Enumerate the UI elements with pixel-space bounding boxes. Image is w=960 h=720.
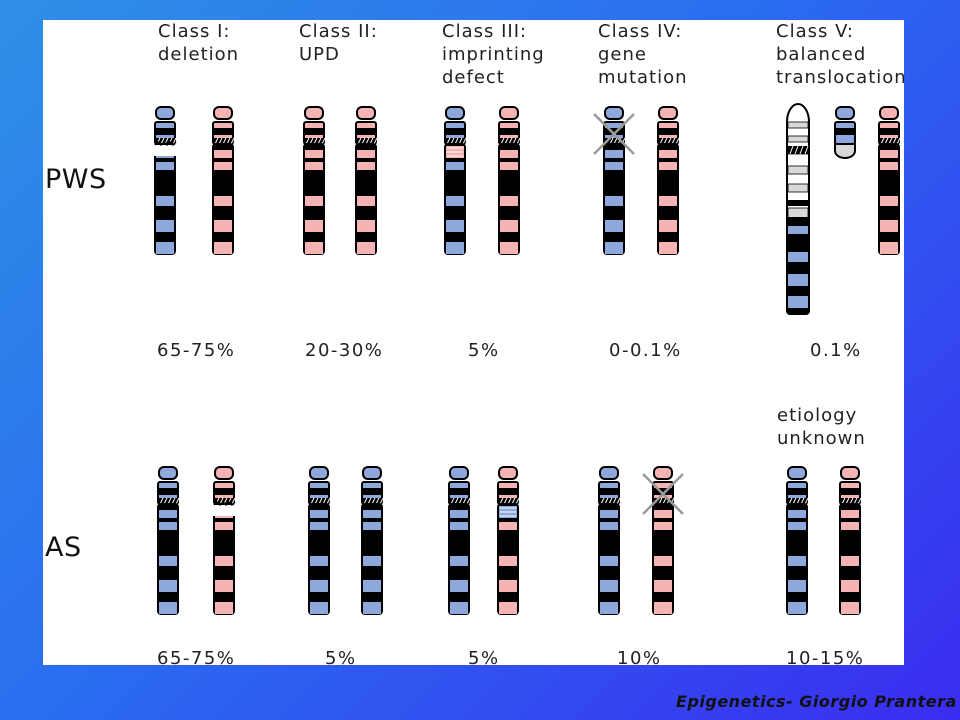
as-class-4-maternal-chromosome xyxy=(642,466,684,615)
class-3-header: Class III: imprinting defect xyxy=(442,21,545,88)
pws-percent-class-1: 65-75% xyxy=(157,340,236,361)
as-class-1-maternal-chromosome xyxy=(212,466,236,615)
as-class-2-paternal-chromosome-b xyxy=(361,466,384,615)
row-label-pws: PWS xyxy=(45,164,107,195)
as-class-4-paternal-chromosome xyxy=(598,466,621,615)
as-percent-class-1: 65-75% xyxy=(157,648,236,669)
as-class-3-maternal-chromosome xyxy=(497,466,520,615)
class-2-header: Class II: UPD xyxy=(299,21,378,65)
as-class-3-paternal-chromosome xyxy=(448,466,471,615)
as-percent-class-2: 5% xyxy=(325,648,357,669)
as-class-2-paternal-chromosome-a xyxy=(308,466,331,615)
chromosome-diagram xyxy=(153,103,901,615)
pws-class-1-paternal-chromosome xyxy=(153,106,177,255)
pws-class-2-maternal-chromosome-a xyxy=(303,106,326,255)
as-percent-class-3: 5% xyxy=(468,648,500,669)
pws-class-5-derivative-chromosome xyxy=(834,106,856,159)
as-class-5-maternal-chromosome xyxy=(839,466,862,615)
pws-percent-class-4: 0-0.1% xyxy=(609,340,682,361)
pws-class-3-maternal-chromosome xyxy=(498,106,521,255)
hatched-band xyxy=(158,497,180,505)
pws-class-4-paternal-chromosome xyxy=(593,106,635,255)
pws-percent-class-3: 5% xyxy=(468,340,500,361)
pws-class-5-translocation-chromosome xyxy=(786,103,810,315)
as-class-5-note: etiology unknown xyxy=(777,405,866,449)
as-percent-class-5: 10-15% xyxy=(786,648,865,669)
pws-class-5-maternal-chromosome xyxy=(878,106,901,255)
content-panel: Class I: deletion Class II: UPD Class III:… xyxy=(43,20,907,669)
pws-percent-class-2: 20-30% xyxy=(305,340,384,361)
pws-class-2-maternal-chromosome-b xyxy=(355,106,378,255)
class-5-header: Class V: balanced translocation xyxy=(776,21,907,88)
as-percent-class-4: 10% xyxy=(617,648,662,669)
as-class-1-paternal-chromosome xyxy=(157,466,180,615)
as-class-5-paternal-chromosome xyxy=(786,466,809,615)
class-4-header: Class IV: gene mutation xyxy=(598,21,688,88)
row-label-as: AS xyxy=(45,532,82,563)
pws-class-3-paternal-chromosome xyxy=(444,106,467,255)
hatched-band xyxy=(599,497,621,505)
pws-percent-class-5: 0.1% xyxy=(810,340,862,361)
pws-class-1-maternal-chromosome xyxy=(212,106,235,255)
class-1-header: Class I: deletion xyxy=(158,21,240,65)
pws-class-4-maternal-chromosome xyxy=(657,106,680,255)
footer-credit: Epigenetics- Giorgio Prantera xyxy=(676,692,957,711)
